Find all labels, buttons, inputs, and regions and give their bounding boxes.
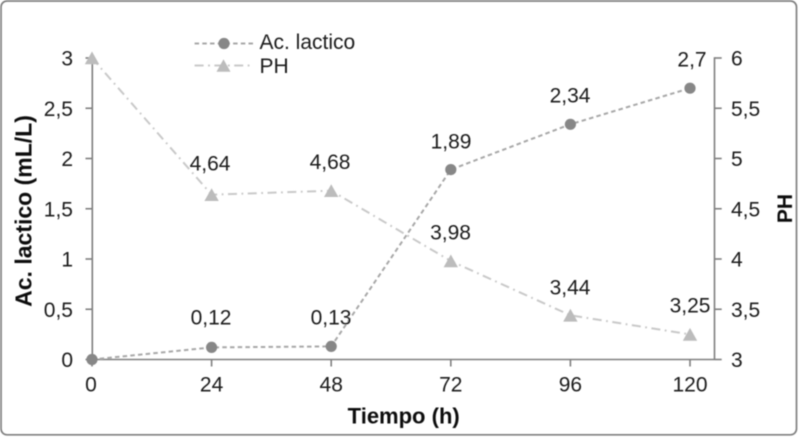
svg-text:3,44: 3,44 bbox=[550, 277, 591, 300]
svg-text:24: 24 bbox=[200, 374, 224, 397]
svg-text:4,68: 4,68 bbox=[310, 151, 351, 174]
svg-text:2,7: 2,7 bbox=[677, 49, 706, 72]
svg-text:5,5: 5,5 bbox=[731, 98, 760, 121]
svg-text:Tiempo (h): Tiempo (h) bbox=[348, 404, 460, 429]
svg-text:1,89: 1,89 bbox=[431, 131, 472, 154]
svg-text:2,34: 2,34 bbox=[550, 85, 591, 108]
svg-text:3,5: 3,5 bbox=[731, 299, 760, 322]
svg-text:72: 72 bbox=[439, 374, 462, 397]
svg-text:96: 96 bbox=[559, 374, 582, 397]
svg-text:PH: PH bbox=[260, 55, 289, 78]
svg-text:3,98: 3,98 bbox=[430, 222, 471, 245]
svg-text:4,5: 4,5 bbox=[731, 198, 760, 221]
svg-text:3: 3 bbox=[731, 349, 743, 372]
svg-text:0,13: 0,13 bbox=[311, 307, 352, 330]
svg-text:3: 3 bbox=[61, 48, 73, 71]
svg-text:0: 0 bbox=[61, 349, 73, 372]
svg-text:3,25: 3,25 bbox=[670, 295, 711, 318]
svg-text:0,12: 0,12 bbox=[191, 307, 232, 330]
svg-text:6: 6 bbox=[731, 48, 743, 71]
svg-text:1: 1 bbox=[61, 249, 73, 272]
svg-text:0,5: 0,5 bbox=[44, 299, 73, 322]
svg-text:120: 120 bbox=[672, 374, 707, 397]
svg-text:4,64: 4,64 bbox=[190, 153, 231, 176]
svg-text:2: 2 bbox=[61, 148, 73, 171]
svg-text:0: 0 bbox=[85, 374, 97, 397]
svg-text:2,5: 2,5 bbox=[44, 98, 73, 121]
svg-text:48: 48 bbox=[320, 374, 343, 397]
svg-text:PH: PH bbox=[774, 194, 797, 223]
svg-text:Ac. lactico (mL/L): Ac. lactico (mL/L) bbox=[11, 115, 37, 307]
svg-text:Ac. lactico: Ac. lactico bbox=[260, 31, 356, 54]
svg-text:4: 4 bbox=[731, 249, 743, 272]
svg-text:5: 5 bbox=[731, 148, 743, 171]
svg-text:1,5: 1,5 bbox=[44, 198, 73, 221]
